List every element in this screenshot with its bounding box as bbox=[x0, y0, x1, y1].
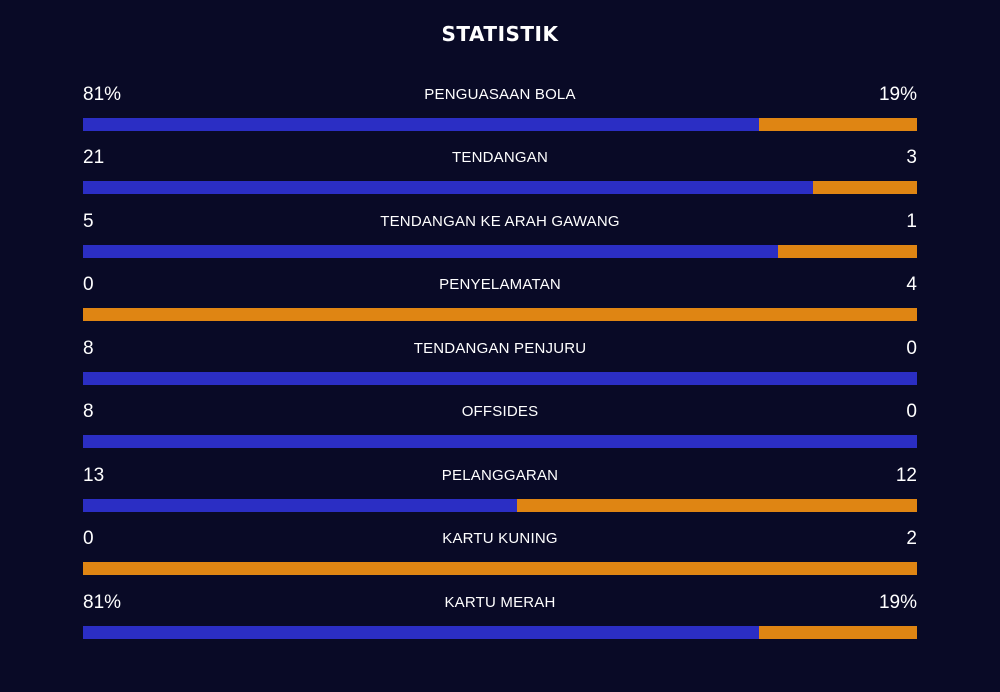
home-bar-segment bbox=[83, 181, 813, 194]
away-bar-segment bbox=[83, 308, 917, 321]
stat-label: PENYELAMATAN bbox=[439, 276, 561, 293]
stat-row-fouls: 13 PELANGGARAN 12 bbox=[83, 464, 917, 514]
away-bar-segment bbox=[758, 118, 917, 131]
comparison-bar bbox=[83, 308, 917, 321]
stat-label: KARTU MERAH bbox=[444, 594, 556, 611]
home-value: 8 bbox=[83, 338, 94, 359]
home-value: 21 bbox=[83, 147, 105, 168]
stat-label: PENGUASAAN BOLA bbox=[424, 86, 576, 103]
comparison-bar bbox=[83, 181, 917, 194]
home-value: 13 bbox=[83, 465, 105, 486]
comparison-bar bbox=[83, 562, 917, 575]
comparison-bar bbox=[83, 435, 917, 448]
away-value: 1 bbox=[906, 211, 917, 232]
home-value: 5 bbox=[83, 211, 94, 232]
stat-label: TENDANGAN bbox=[452, 149, 548, 166]
home-value: 81% bbox=[83, 592, 122, 613]
away-bar-segment bbox=[812, 181, 917, 194]
away-value: 0 bbox=[906, 338, 917, 359]
home-bar-segment bbox=[83, 372, 917, 385]
stat-label: TENDANGAN PENJURU bbox=[413, 340, 587, 357]
away-bar-segment bbox=[83, 562, 917, 575]
away-value: 19% bbox=[878, 84, 917, 105]
away-bar-segment bbox=[516, 499, 917, 512]
panel-title: STATISTIK bbox=[441, 22, 559, 46]
away-bar-segment bbox=[758, 626, 917, 639]
stat-row-saves: 0 PENYELAMATAN 4 bbox=[83, 273, 917, 323]
home-bar-segment bbox=[83, 435, 917, 448]
home-bar-segment bbox=[83, 499, 517, 512]
stat-row-shots: 21 TENDANGAN 3 bbox=[83, 146, 917, 196]
away-value: 4 bbox=[906, 274, 917, 295]
away-value: 2 bbox=[906, 528, 917, 549]
home-value: 8 bbox=[83, 401, 94, 422]
home-bar-segment bbox=[83, 626, 759, 639]
stat-row-yellow-cards: 0 KARTU KUNING 2 bbox=[83, 527, 917, 577]
comparison-bar bbox=[83, 245, 917, 258]
stat-label: PELANGGARAN bbox=[441, 467, 559, 484]
stat-row-shots-on-target: 5 TENDANGAN KE ARAH GAWANG 1 bbox=[83, 210, 917, 260]
comparison-bar bbox=[83, 372, 917, 385]
home-value: 0 bbox=[83, 528, 94, 549]
away-bar-segment bbox=[777, 245, 917, 258]
comparison-bar bbox=[83, 626, 917, 639]
home-value: 0 bbox=[83, 274, 94, 295]
comparison-bar bbox=[83, 118, 917, 131]
away-value: 3 bbox=[906, 147, 917, 168]
stat-row-offsides: 8 OFFSIDES 0 bbox=[83, 400, 917, 450]
stat-label: OFFSIDES bbox=[461, 403, 539, 420]
stat-row-corners: 8 TENDANGAN PENJURU 0 bbox=[83, 337, 917, 387]
stat-row-possession: 81% PENGUASAAN BOLA 19% bbox=[83, 83, 917, 133]
comparison-bar bbox=[83, 499, 917, 512]
home-value: 81% bbox=[83, 84, 122, 105]
home-bar-segment bbox=[83, 118, 759, 131]
away-value: 19% bbox=[878, 592, 917, 613]
away-value: 12 bbox=[895, 465, 917, 486]
away-value: 0 bbox=[906, 401, 917, 422]
stat-label: KARTU KUNING bbox=[442, 530, 558, 547]
stat-row-red-cards: 81% KARTU MERAH 19% bbox=[83, 591, 917, 641]
home-bar-segment bbox=[83, 245, 778, 258]
stat-label: TENDANGAN KE ARAH GAWANG bbox=[380, 213, 620, 230]
